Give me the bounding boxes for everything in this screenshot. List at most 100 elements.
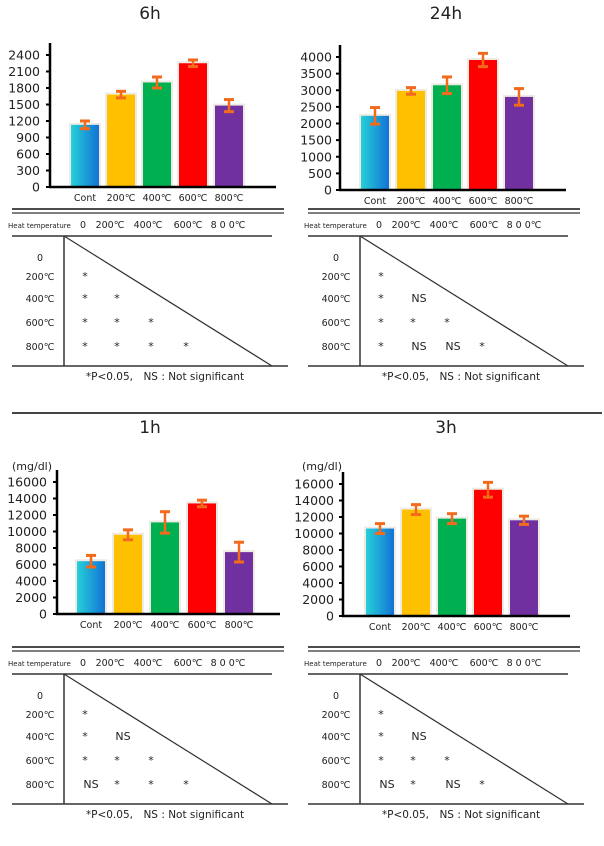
y-tick-label: 2500 <box>300 99 332 114</box>
y-tick-label: 2000 <box>300 116 332 131</box>
y-tick-label: 14000 <box>7 491 47 506</box>
column-header: 600℃ <box>174 220 203 231</box>
chart-title: 24h <box>429 4 463 24</box>
significant-mark: * <box>82 730 88 743</box>
row-label: 200℃ <box>322 272 351 283</box>
significant-mark: * <box>410 778 416 791</box>
section-divider <box>12 412 602 414</box>
bar-600℃ <box>179 63 207 187</box>
y-tick-label: 4000 <box>302 576 334 591</box>
y-tick-label: 1800 <box>8 81 40 96</box>
column-header: 600℃ <box>470 220 499 231</box>
y-tick-label: 300 <box>16 163 40 178</box>
column-header: 8 0 0℃ <box>507 220 542 231</box>
row-label: 800℃ <box>322 780 351 791</box>
y-tick-label: 14000 <box>294 493 334 508</box>
row-label: 400℃ <box>26 732 55 743</box>
y-tick-label: 1500 <box>8 97 40 112</box>
bar-400℃ <box>151 522 179 614</box>
x-tick-label: Cont <box>74 193 96 204</box>
row-label: 400℃ <box>322 294 351 305</box>
y-tick-label: 600 <box>16 147 40 162</box>
not-significant-mark: NS <box>115 730 130 743</box>
significant-mark: * <box>82 708 88 721</box>
significant-mark: * <box>82 292 88 305</box>
column-header: 200℃ <box>96 220 125 231</box>
bar-200℃ <box>107 94 135 187</box>
not-significant-mark: NS <box>445 340 460 353</box>
y-tick-label: 10000 <box>7 524 47 539</box>
row-label: 600℃ <box>26 318 55 329</box>
y-tick-label: 2000 <box>302 592 334 607</box>
y-tick-label: 0 <box>324 183 332 198</box>
y-tick-label: 500 <box>308 166 332 181</box>
chart-title: 6h <box>139 4 161 24</box>
significance-note: *P<0.05, NS : Not significant <box>86 809 244 821</box>
x-tick-label: Cont <box>364 196 386 207</box>
significance-table-3h: Heat temperature 0 200℃ 400℃ 600℃ 8 0 0℃ 0 200℃… <box>304 646 584 821</box>
bar-600℃ <box>474 489 502 616</box>
unit-label: (mg/dl) <box>12 460 53 473</box>
not-significant-mark: NS <box>411 730 426 743</box>
y-tick-label: 12000 <box>7 508 47 523</box>
bar-600℃ <box>188 503 216 614</box>
column-header: 8 0 0℃ <box>507 658 542 669</box>
significance-table-24h: Heat temperature 0 200℃ 400℃ 600℃ 8 0 0℃ 0 200℃… <box>304 208 584 383</box>
x-tick-label: Cont <box>80 620 102 631</box>
significant-mark: * <box>114 292 120 305</box>
chart-title: 1h <box>139 418 161 438</box>
significant-mark: * <box>378 754 384 767</box>
significant-mark: * <box>114 754 120 767</box>
significant-mark: * <box>82 316 88 329</box>
x-tick-label: 400℃ <box>433 196 462 207</box>
significant-mark: * <box>82 340 88 353</box>
column-header: 400℃ <box>430 220 459 231</box>
row-label: 800℃ <box>26 780 55 791</box>
bar-200℃ <box>397 90 425 190</box>
y-tick-label: 4000 <box>300 50 332 65</box>
y-tick-label: 3000 <box>300 83 332 98</box>
significance-table-6h: Heat temperature 0 200℃ 400℃ 600℃ 8 0 0℃ 0 200℃… <box>8 208 288 383</box>
y-tick-label: 900 <box>16 130 40 145</box>
y-tick-label: 1200 <box>8 114 40 129</box>
bar-Cont <box>366 528 394 616</box>
column-header: 8 0 0℃ <box>211 658 246 669</box>
significant-mark: * <box>378 270 384 283</box>
y-tick-label: 3500 <box>300 66 332 81</box>
panel-3h: 3h (mg/dl) Cont 200℃ 400℃ 600℃ 800℃ 0 2000 4000… <box>294 414 596 844</box>
bar-Cont <box>77 561 105 614</box>
y-tick-label: 1500 <box>300 133 332 148</box>
y-tick-label: 0 <box>32 180 40 195</box>
bar-400℃ <box>438 518 466 616</box>
bar-800℃ <box>215 105 243 187</box>
column-header: 200℃ <box>392 220 421 231</box>
bar-chart-24h: Cont 200℃ 400℃ 600℃ 800℃05001000150020002500… <box>300 45 566 207</box>
y-tick-label: 16000 <box>7 475 47 490</box>
row-label: 0 <box>37 691 43 702</box>
panel-1h: 1h (mg/dl) Cont 200℃ 400℃ 600℃ 800℃ 0 2000 4000… <box>0 414 300 844</box>
column-header: 0 <box>80 220 86 231</box>
not-significant-mark: NS <box>445 778 460 791</box>
x-tick-label: 600℃ <box>469 196 498 207</box>
header-label: Heat temperature <box>8 222 71 230</box>
bar-600℃ <box>469 59 497 191</box>
significant-mark: * <box>378 316 384 329</box>
column-header: 0 <box>376 658 382 669</box>
x-tick-label: 400℃ <box>151 620 180 631</box>
bar-200℃ <box>114 534 142 614</box>
x-tick-label: Cont <box>369 622 391 633</box>
column-header: 0 <box>376 220 382 231</box>
x-tick-label: 600℃ <box>179 193 208 204</box>
significant-mark: * <box>148 340 154 353</box>
header-label: Heat temperature <box>8 660 71 668</box>
significant-mark: * <box>148 754 154 767</box>
significant-mark: * <box>114 316 120 329</box>
significant-mark: * <box>410 316 416 329</box>
y-tick-label: 8000 <box>15 541 47 556</box>
significant-mark: * <box>378 708 384 721</box>
row-label: 0 <box>333 691 339 702</box>
column-header: 400℃ <box>430 658 459 669</box>
